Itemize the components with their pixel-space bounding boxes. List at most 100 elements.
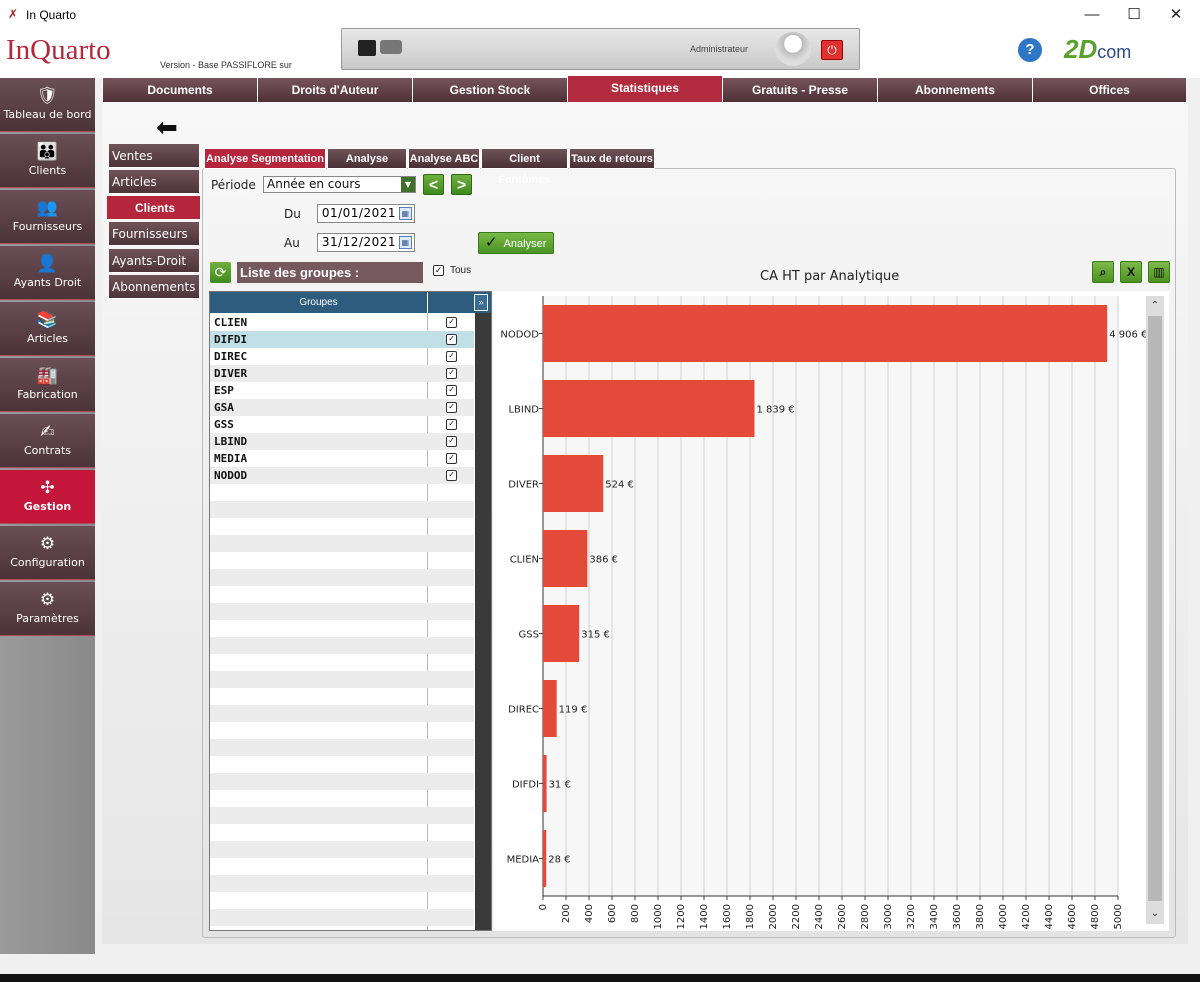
empty-row [210,535,474,552]
top-navigation: Documents Droits d'Auteur Gestion Stock … [102,76,1186,102]
scroll-up-icon[interactable]: ⌃ [1150,300,1160,311]
group-checkbox[interactable]: ✓ [446,351,457,362]
x-tick-label: 3800 [975,904,986,929]
topnav-statistiques[interactable]: Statistiques [567,76,722,102]
brand-text: 2D [1064,34,1098,64]
chevron-down-icon[interactable]: ▼ [401,177,415,192]
screen-icon[interactable] [358,40,376,56]
table-row[interactable]: ESP ✓ [210,382,474,399]
sidebar-item-gestion[interactable]: ✣ Gestion [0,470,95,524]
sidebar-item-ayants-droit[interactable]: 👤 Ayants Droit [0,246,95,300]
close-button[interactable]: ✕ [1169,6,1183,23]
x-tick-label: 1600 [722,904,733,929]
chat-icon[interactable] [380,40,402,54]
table-scrollbar[interactable] [475,313,491,930]
date-from-value: 01/01/2021 [321,206,396,220]
date-from-field[interactable]: 01/01/2021 ▦ [317,204,415,223]
help-button[interactable]: ? [1018,38,1042,62]
topnav-documents[interactable]: Documents [102,78,257,102]
empty-row [210,705,474,722]
columns-icon[interactable]: ▥ [1148,261,1170,283]
table-row[interactable]: GSS ✓ [210,416,474,433]
shield-icon: 🛡 [36,86,59,105]
double-chevron-down-icon[interactable]: » [474,294,488,311]
bar [543,755,547,812]
group-checkbox[interactable]: ✓ [446,470,457,481]
group-checkbox[interactable]: ✓ [446,317,457,328]
tous-checkbox[interactable]: ✓ [433,265,444,276]
tab-taux-de-retours[interactable]: Taux de retours [569,148,655,169]
chart-title: CA HT par Analytique [760,269,900,284]
zoom-icon[interactable]: ⌕ [1092,261,1114,283]
previous-period-button[interactable]: < [423,174,444,195]
sidebar-item-fabrication[interactable]: 🏭 Fabrication [0,358,95,412]
maximize-button[interactable]: ☐ [1127,6,1141,23]
data-label: 31 € [549,780,571,791]
topnav-offices[interactable]: Offices [1032,78,1186,102]
tab-analyse-segmentation[interactable]: Analyse Segmentation [204,148,326,169]
x-tick-label: 600 [607,904,618,923]
group-checkbox[interactable]: ✓ [446,368,457,379]
group-name: GSA [214,401,234,414]
sidebar-item-configuration[interactable]: ⚙ Configuration [0,526,95,580]
data-label: 386 € [589,555,618,566]
analyser-button[interactable]: ✓ Analyser [478,232,554,254]
group-checkbox[interactable]: ✓ [446,385,457,396]
table-row[interactable]: DIREC ✓ [210,348,474,365]
scroll-down-icon[interactable]: ⌄ [1150,908,1160,919]
x-tick-label: 1800 [745,904,756,929]
minimize-button[interactable]: — [1084,6,1100,23]
group-checkbox[interactable]: ✓ [446,419,457,430]
topnav-droits-auteur[interactable]: Droits d'Auteur [257,78,412,102]
periode-select[interactable]: Année en cours ▼ [263,176,416,193]
x-tick-label: 2800 [860,904,871,929]
table-row[interactable]: LBIND ✓ [210,433,474,450]
subnav-ayants-droit[interactable]: Ayants-Droit [109,249,199,273]
power-icon[interactable]: ⏻ [821,40,843,60]
group-checkbox[interactable]: ✓ [446,436,457,447]
table-row[interactable]: CLIEN ✓ [210,314,474,331]
sidebar-item-tableau-de-bord[interactable]: 🛡 Tableau de bord [0,78,95,132]
group-checkbox[interactable]: ✓ [446,453,457,464]
topnav-gratuits-presse[interactable]: Gratuits - Presse [722,78,877,102]
table-row[interactable]: MEDIA ✓ [210,450,474,467]
sidebar-item-clients[interactable]: 👪 Clients [0,134,95,188]
group-checkbox[interactable]: ✓ [446,334,457,345]
subnav-articles[interactable]: Articles [109,170,199,194]
table-row[interactable]: DIFDI ✓ [210,331,474,348]
excel-export-icon[interactable]: X [1120,261,1142,283]
calendar-icon[interactable]: ▦ [399,207,412,220]
topnav-gestion-stock[interactable]: Gestion Stock [412,78,567,102]
taskbar-strip [0,974,1200,982]
sidebar-item-parametres[interactable]: ⚙ Paramètres [0,582,95,636]
brand-logo: 2Dcom [1064,34,1131,65]
date-to-field[interactable]: 31/12/2021 ▦ [317,233,415,252]
calendar-icon[interactable]: ▦ [399,236,412,249]
subnav-abonnements[interactable]: Abonnements [109,275,199,299]
table-row[interactable]: DIVER ✓ [210,365,474,382]
groupes-column-header[interactable]: Groupes [210,292,428,313]
table-row[interactable]: NODOD ✓ [210,467,474,484]
refresh-icon[interactable]: ⟳ [210,262,231,283]
tab-analyse-pareto[interactable]: Analyse Pareto [327,148,407,186]
subnav-ventes[interactable]: Ventes [109,144,199,168]
group-checkbox[interactable]: ✓ [446,402,457,413]
scrollbar-thumb[interactable] [1148,316,1162,901]
table-row[interactable]: GSA ✓ [210,399,474,416]
chart-scrollbar[interactable]: ⌃ ⌄ [1146,296,1164,924]
tab-analyse-abc[interactable]: Analyse ABC [408,148,480,169]
tab-client-fantomes[interactable]: Client Fantômes [481,148,568,186]
subnav-fournisseurs[interactable]: Fournisseurs [109,222,199,246]
group-name: MEDIA [214,452,248,465]
sidebar-item-fournisseurs[interactable]: 👥 Fournisseurs [0,190,95,244]
next-period-button[interactable]: > [451,174,472,195]
subnav-clients[interactable]: Clients [107,196,200,220]
x-tick-label: 400 [584,904,595,923]
sidebar-item-contrats[interactable]: ✍ Contrats [0,414,95,468]
empty-row [210,620,474,637]
au-label: Au [284,236,300,250]
topnav-abonnements[interactable]: Abonnements [877,78,1032,102]
sidebar-item-label: Configuration [10,556,85,569]
back-arrow-icon[interactable]: ⬅ [156,112,178,142]
sidebar-item-articles[interactable]: 📚 Articles [0,302,95,356]
